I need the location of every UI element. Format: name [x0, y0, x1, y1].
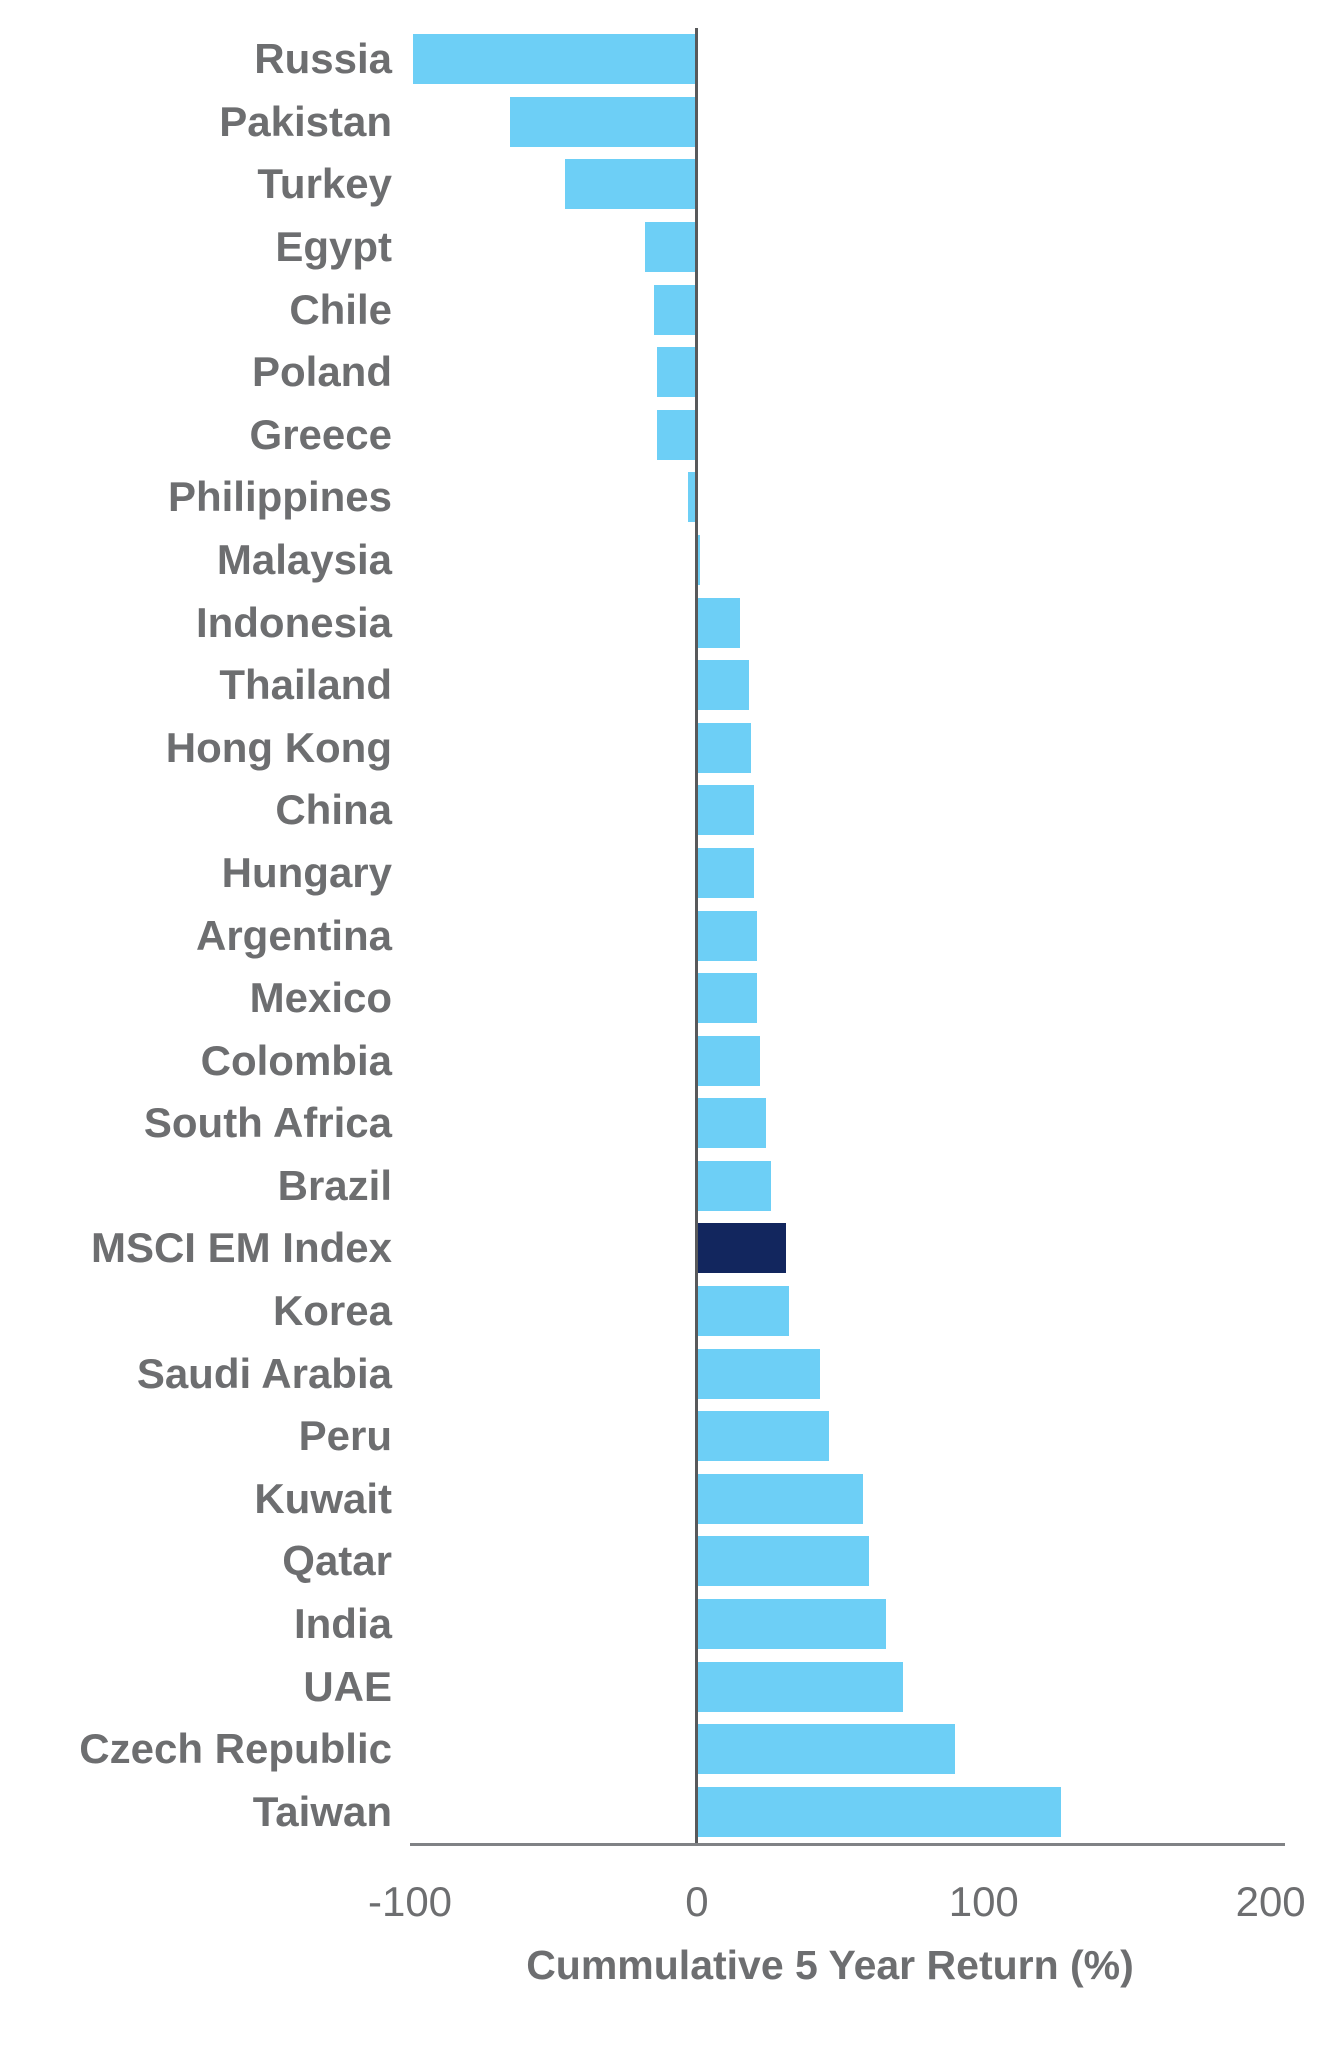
category-label-uae: UAE	[303, 1662, 392, 1710]
category-label-india: India	[293, 1599, 392, 1647]
bar-saudi-arabia	[696, 1348, 821, 1399]
bar-egypt	[645, 222, 697, 273]
plot-area	[410, 28, 1285, 1846]
category-label-poland: Poland	[251, 348, 392, 396]
bar-hong-kong	[696, 722, 752, 773]
category-label-mexico: Mexico	[249, 974, 392, 1022]
x-axis-title: Cummulative 5 Year Return (%)	[526, 1942, 1134, 1988]
category-label-czech-republic: Czech Republic	[79, 1725, 392, 1773]
bar-chile	[653, 284, 697, 335]
x-tick-label-0: 0	[685, 1878, 709, 1925]
bar-uae	[696, 1661, 904, 1712]
category-label-greece: Greece	[249, 410, 392, 458]
category-label-qatar: Qatar	[282, 1537, 392, 1585]
bar-philippines	[688, 472, 697, 523]
bar-taiwan	[696, 1786, 1062, 1837]
category-label-indonesia: Indonesia	[195, 598, 392, 646]
category-label-egypt: Egypt	[275, 223, 392, 271]
x-tick-label-100: 100	[948, 1878, 1019, 1925]
category-label-peru: Peru	[298, 1412, 392, 1460]
bar-mexico	[696, 973, 758, 1024]
category-label-saudi-arabia: Saudi Arabia	[136, 1349, 392, 1397]
category-label-taiwan: Taiwan	[252, 1787, 392, 1835]
bar-india	[696, 1598, 887, 1649]
category-label-turkey: Turkey	[257, 160, 392, 208]
bar-colombia	[696, 1035, 760, 1086]
category-label-pakistan: Pakistan	[219, 97, 392, 145]
category-label-south-africa: South Africa	[143, 1099, 392, 1147]
bar-russia	[412, 34, 697, 85]
bar-argentina	[696, 910, 758, 961]
category-label-chile: Chile	[289, 285, 392, 333]
bar-czech-republic	[696, 1724, 956, 1775]
category-label-malaysia: Malaysia	[216, 535, 392, 583]
x-axis-line	[410, 1843, 1285, 1846]
bar-turkey	[564, 159, 697, 210]
category-label-hungary: Hungary	[221, 848, 392, 896]
bar-msci-em-index	[696, 1223, 786, 1274]
bar-china	[696, 785, 755, 836]
category-label-russia: Russia	[254, 35, 392, 83]
category-label-argentina: Argentina	[195, 911, 392, 959]
category-label-brazil: Brazil	[277, 1161, 392, 1209]
category-label-hong-kong: Hong Kong	[165, 723, 392, 771]
bar-thailand	[696, 660, 749, 711]
bar-qatar	[696, 1536, 869, 1587]
bar-south-africa	[696, 1098, 766, 1149]
category-label-colombia: Colombia	[200, 1036, 392, 1084]
bar-greece	[656, 409, 697, 460]
bar-brazil	[696, 1160, 772, 1211]
bar-hungary	[696, 847, 755, 898]
bar-poland	[656, 347, 697, 398]
bar-peru	[696, 1411, 829, 1462]
bar-korea	[696, 1286, 789, 1337]
bar-pakistan	[510, 96, 697, 147]
category-label-msci-em-index: MSCI EM Index	[90, 1224, 392, 1272]
x-tick-label-200: 200	[1235, 1878, 1306, 1925]
zero-axis-line	[695, 28, 699, 1843]
category-label-kuwait: Kuwait	[254, 1474, 392, 1522]
category-label-philippines: Philippines	[167, 473, 392, 521]
bar-indonesia	[696, 597, 740, 648]
category-label-china: China	[275, 786, 392, 834]
category-label-korea: Korea	[272, 1287, 392, 1335]
x-tick-label-neg100: -100	[367, 1878, 453, 1925]
category-label-thailand: Thailand	[219, 661, 392, 709]
bar-kuwait	[696, 1473, 864, 1524]
